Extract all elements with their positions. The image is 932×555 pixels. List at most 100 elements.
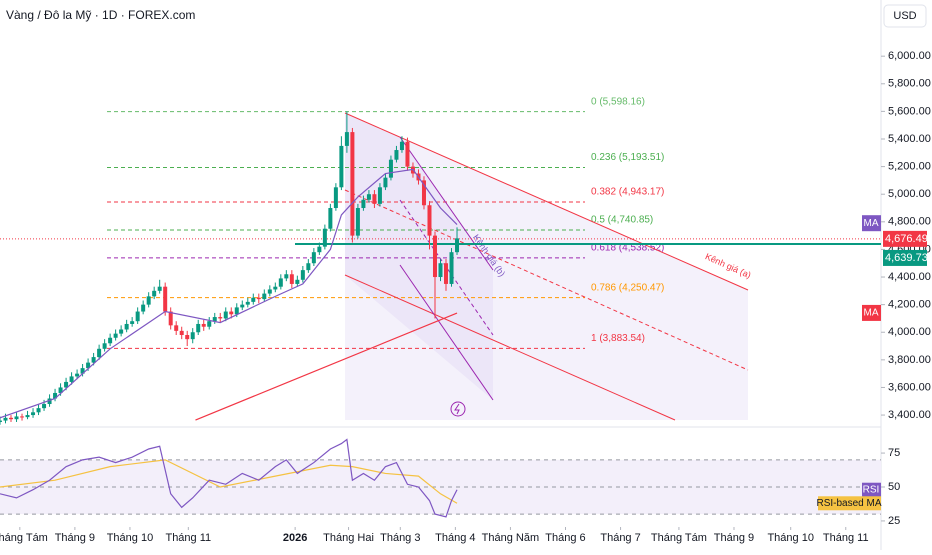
candle-body (234, 307, 239, 315)
rsi-ma-tag (818, 496, 881, 511)
y-tick-label: 3,400.00 (888, 409, 931, 421)
candle-body (130, 321, 135, 324)
y-tick-label: 4,400.00 (888, 271, 931, 283)
candle-body (185, 335, 190, 340)
channel-mid (344, 189, 749, 371)
x-tick-label: 2026 (283, 532, 307, 544)
ma-tag (862, 304, 881, 321)
candle-body (97, 348, 102, 358)
candle-body (361, 199, 366, 209)
candle-body (262, 293, 267, 300)
candle-body (86, 362, 91, 369)
y-tick-label: 5,400.00 (888, 133, 931, 145)
price-tag-label: 4,639.73 (885, 252, 928, 264)
fib-label: 0.5 (4,740.85) (591, 215, 653, 226)
x-tick-label: Tháng 10 (767, 532, 813, 544)
candle-body (432, 235, 437, 278)
candle-body (289, 274, 294, 284)
candle-body (240, 304, 245, 308)
candle-body (218, 317, 223, 319)
rsi-tag (862, 482, 881, 497)
candle-body (394, 150, 399, 160)
candle-body (113, 333, 118, 338)
candle-body (80, 368, 85, 374)
candle-body (449, 252, 454, 284)
candle-body (284, 274, 289, 279)
x-tick-label: Tháng 10 (107, 532, 153, 544)
ma-tag-label: MA (864, 218, 879, 229)
candle-body (201, 323, 206, 327)
candle-body (9, 417, 14, 420)
candle-body (355, 208, 360, 236)
candle-body (196, 323, 201, 333)
x-tick-label: Tháng 11 (165, 532, 211, 544)
candle-body (350, 132, 355, 236)
candle-body (168, 311, 173, 326)
channel-line (399, 136, 494, 271)
price-tag-label: 4,676.49 (885, 233, 928, 245)
currency-button[interactable] (883, 4, 927, 28)
candle-body (267, 289, 272, 294)
candle-body (377, 187, 382, 204)
candle-body (278, 278, 283, 287)
ma-tag-label: MA (864, 308, 879, 319)
candle-body (388, 159, 393, 178)
candle-body (300, 270, 305, 280)
price-tag (883, 249, 927, 266)
x-tick-label: Tháng 4 (435, 532, 475, 544)
y-tick-label: 5,000.00 (888, 188, 931, 200)
x-tick-label: Tháng Năm (482, 532, 539, 544)
candle-body (157, 286, 162, 291)
candle-body (339, 145, 344, 188)
candle-body (152, 290, 157, 297)
y-tick-label: 4,800.00 (888, 216, 931, 228)
x-tick-label: Tháng Tám (0, 532, 48, 544)
candle-body (372, 194, 377, 204)
event-icon[interactable] (450, 401, 466, 417)
currency-label: USD (893, 10, 916, 22)
channel-line (344, 274, 676, 421)
fib-label: 0 (5,598.16) (591, 96, 645, 107)
candle-body (53, 392, 58, 399)
candle-body (174, 325, 179, 331)
x-tick-label: Tháng 3 (380, 532, 420, 544)
rsi-tag-label: RSI (863, 484, 880, 495)
y-tick-label: 5,200.00 (888, 161, 931, 173)
candle-body (444, 263, 449, 284)
candle-body (405, 141, 410, 167)
channel-mid (399, 199, 494, 336)
candle-body (421, 180, 426, 206)
y-tick-label: 3,800.00 (888, 354, 931, 366)
ma-tag (862, 215, 881, 232)
candle-body (108, 337, 113, 344)
y-tick-label: 5,600.00 (888, 105, 931, 117)
candle-body (0, 420, 2, 422)
candle-body (64, 381, 69, 388)
fib-label: 1 (3,883.54) (591, 333, 645, 344)
candle-body (328, 208, 333, 229)
x-tick-label: Tháng 11 (823, 532, 869, 544)
candle-body (47, 398, 52, 405)
candle-body (3, 417, 8, 421)
candle-body (146, 296, 151, 305)
candle-body (124, 323, 129, 330)
y-tick-label: 3,600.00 (888, 381, 931, 393)
candle-body (366, 194, 371, 200)
y-tick-label: 5,800.00 (888, 78, 931, 90)
candle-body (256, 297, 261, 300)
x-tick-label: Tháng 9 (55, 532, 95, 544)
candle-body (75, 373, 80, 377)
rsi-ma-tag-label: RSI-based MA (816, 498, 881, 509)
fib-label: 0.382 (4,943.17) (591, 187, 664, 198)
channel-shade (345, 113, 493, 400)
candle-body (31, 412, 36, 416)
candle-body (251, 297, 256, 302)
ma-line (0, 168, 458, 419)
rsi-tick-label: 50 (888, 481, 900, 493)
x-tick-label: Tháng Tám (651, 532, 707, 544)
candle-body (14, 416, 19, 420)
x-tick-label: Tháng Hai (323, 532, 374, 544)
channel-line (344, 112, 749, 291)
candle-body (306, 263, 311, 271)
